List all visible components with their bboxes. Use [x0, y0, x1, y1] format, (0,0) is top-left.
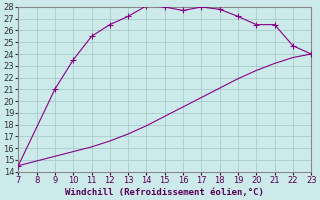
X-axis label: Windchill (Refroidissement éolien,°C): Windchill (Refroidissement éolien,°C) — [65, 188, 264, 197]
